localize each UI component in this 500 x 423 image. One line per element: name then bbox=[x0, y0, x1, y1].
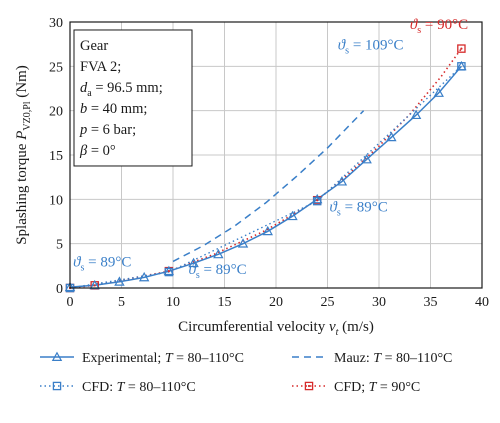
series-layer bbox=[64, 44, 467, 293]
experimental-marker bbox=[89, 279, 100, 290]
legend-marker-dot bbox=[307, 384, 311, 388]
experimental-marker bbox=[336, 176, 348, 186]
y-tick-label: 0 bbox=[56, 282, 63, 297]
cfd-90-marker bbox=[457, 44, 466, 53]
y-tick-label: 20 bbox=[49, 105, 63, 120]
info-box-frame bbox=[73, 29, 193, 167]
legend-entry: CFD; T = 90°C bbox=[292, 380, 420, 395]
axis-layer: 0 5 10 15 20 25 30 35 40 0 5 10 15 20 25 30 bbox=[49, 16, 489, 310]
x-tick-label: 40 bbox=[475, 295, 489, 310]
info-box-line: FVA 2; bbox=[80, 59, 121, 75]
legend-marker bbox=[51, 351, 63, 361]
y-tick-label: 25 bbox=[49, 60, 63, 75]
y-tick-label: 5 bbox=[56, 238, 63, 253]
experimental-marker bbox=[163, 265, 175, 276]
x-tick-label: 25 bbox=[321, 295, 335, 310]
cfd-90-marker-dot bbox=[167, 270, 170, 273]
experimental-marker bbox=[237, 238, 249, 248]
experimental-marker bbox=[386, 131, 397, 142]
legend-label: Mauz: T = 80–110°C bbox=[334, 351, 452, 366]
x-tick-label: 10 bbox=[166, 295, 180, 310]
legend-label: CFD: T = 80–110°C bbox=[82, 380, 196, 395]
info-box-line: p = 6 bar; bbox=[79, 122, 136, 138]
x-tick-label: 35 bbox=[424, 295, 438, 310]
experimental-marker bbox=[213, 248, 224, 259]
experimental-marker bbox=[262, 225, 273, 236]
experimental-marker bbox=[188, 257, 199, 268]
y-tick-label: 30 bbox=[49, 16, 63, 31]
x-tick-label: 15 bbox=[218, 295, 232, 310]
temperature-annotation: ϑs = 89°C bbox=[330, 200, 388, 219]
info-box-line: β = 0° bbox=[79, 143, 116, 159]
info-box-line: Gear bbox=[80, 38, 108, 54]
cfd-series-line bbox=[69, 65, 462, 289]
experimental-marker bbox=[433, 87, 444, 97]
info-box-line: b = 40 mm; bbox=[80, 101, 147, 117]
y-tick-label: 15 bbox=[49, 149, 63, 164]
y-tick-label: 10 bbox=[49, 193, 63, 208]
experimental-marker bbox=[410, 109, 422, 120]
axis-labels: Circumferential velocity vt (m/s) Splashi… bbox=[14, 65, 374, 338]
info-box: Gear FVA 2; da = 96.5 mm; b = 40 mm; p = 6 b… bbox=[73, 29, 193, 167]
y-axis-label: Splashing torque PVZ0,Pl (Nm) bbox=[14, 65, 33, 245]
experimental-marker bbox=[64, 281, 76, 292]
temperature-annotation: ϑs = 89°C bbox=[188, 262, 246, 281]
temperature-annotation: ϑs = 89°C bbox=[73, 255, 131, 274]
legend-label: CFD; T = 90°C bbox=[334, 380, 420, 395]
x-tick-label: 20 bbox=[269, 295, 283, 310]
legend-entry: CFD: T = 80–110°C bbox=[40, 380, 196, 395]
cfd-90-marker-dot bbox=[316, 199, 319, 202]
legend-marker bbox=[304, 381, 314, 391]
experimental-marker bbox=[138, 271, 150, 282]
experimental-marker bbox=[361, 153, 372, 164]
cfd-90-marker-dot bbox=[460, 47, 463, 50]
temperature-annotation: ϑs = 109°C bbox=[338, 37, 404, 56]
experimental-marker bbox=[287, 210, 298, 221]
x-tick-label: 30 bbox=[372, 295, 386, 310]
experimental-marker bbox=[114, 276, 125, 286]
experimental-series-line bbox=[69, 65, 462, 288]
legend: Experimental; T = 80–110°C Mauz: T = 80–1… bbox=[40, 351, 452, 395]
cfd-marker bbox=[164, 267, 174, 277]
x-tick-label: 5 bbox=[118, 295, 125, 310]
info-box-line: da = 96.5 mm; bbox=[80, 80, 163, 99]
experimental-marker bbox=[456, 60, 467, 71]
annotation-layer: ϑs = 90°C ϑs = 109°C ϑs = 89°C ϑs = 89°C ϑs … bbox=[73, 17, 468, 281]
legend-entry: Mauz: T = 80–110°C bbox=[292, 351, 452, 366]
temperature-annotation: ϑs = 90°C bbox=[410, 17, 468, 36]
legend-label: Experimental; T = 80–110°C bbox=[82, 351, 244, 366]
experimental-marker bbox=[311, 193, 323, 204]
mauz-series-line bbox=[172, 110, 365, 263]
cfd-90-marker-dot bbox=[93, 284, 96, 287]
x-axis-label: Circumferential velocity vt (m/s) bbox=[178, 319, 374, 338]
legend-entry: Experimental; T = 80–110°C bbox=[40, 351, 244, 366]
plot-frame bbox=[69, 21, 483, 289]
x-tick-label: 0 bbox=[67, 295, 74, 310]
legend-marker bbox=[52, 381, 62, 391]
